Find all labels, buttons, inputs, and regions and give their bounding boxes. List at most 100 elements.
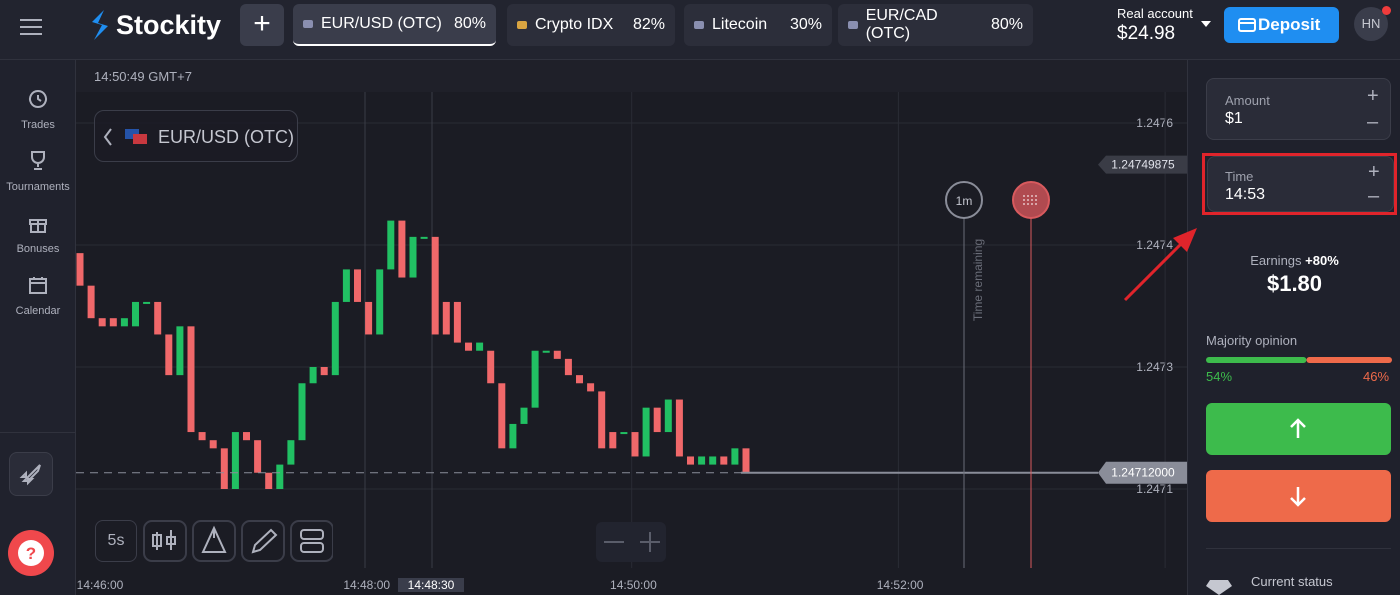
- notification-dot: [1382, 6, 1391, 15]
- candle: [609, 432, 617, 449]
- time-remaining: Time remaining: [971, 239, 985, 321]
- top-bar: Stockity + EUR/USD (OTC) 80% Crypto IDX 82%…: [0, 0, 1400, 60]
- draw-tool[interactable]: [192, 520, 236, 562]
- candle: [376, 269, 384, 335]
- candle: [553, 350, 561, 359]
- tab[interactable]: EUR/USD (OTC) 80%: [293, 4, 496, 46]
- sidebar-item[interactable]: Bonuses: [16, 243, 60, 255]
- chart: 14:50:49 GMT+7 1.2476 1.2474 1.2473 1.2471 1…: [76, 60, 1187, 595]
- candle: [420, 236, 428, 239]
- down-arrow: [1290, 487, 1306, 507]
- earnings-label: Earnings: [1250, 253, 1302, 268]
- candle: [154, 301, 162, 335]
- help-button[interactable]: ?: [8, 530, 54, 576]
- time-minus[interactable]: –: [1368, 185, 1380, 207]
- layout-tool[interactable]: [290, 520, 333, 562]
- candle: [198, 432, 206, 441]
- timeframe-button[interactable]: 5s: [95, 520, 137, 562]
- tab-label: EUR/USD (OTC): [321, 15, 442, 32]
- candle-tool[interactable]: [143, 520, 187, 562]
- candle: [542, 350, 550, 353]
- tab-payout: 80%: [990, 16, 1023, 33]
- marker-label: 1.24749875: [1111, 158, 1175, 172]
- tab[interactable]: EUR/CAD (OTC) 80%: [838, 4, 1033, 46]
- deposit-label: Deposit: [1258, 15, 1321, 34]
- candle: [587, 383, 595, 392]
- amount-box[interactable]: Amount $1 + –: [1206, 78, 1391, 140]
- y-tick-label: 1.2471: [1136, 482, 1173, 496]
- asset-name: EUR/USD (OTC): [158, 127, 294, 147]
- candle: [476, 342, 484, 351]
- help-icon: ?: [18, 540, 44, 566]
- y-tick-label: 1.2473: [1136, 360, 1173, 374]
- tab[interactable]: Crypto IDX 82%: [507, 4, 675, 46]
- deposit-button[interactable]: Deposit: [1224, 7, 1339, 43]
- time-plus[interactable]: +: [1368, 161, 1380, 183]
- majority-down: 46%: [1363, 369, 1390, 384]
- rocket-icon: [19, 464, 41, 486]
- balance: $24.98: [1117, 23, 1176, 44]
- majority-up: 54%: [1206, 369, 1233, 384]
- majority-up-bar: [1206, 357, 1307, 363]
- sidebar-item[interactable]: Tournaments: [6, 181, 70, 193]
- candle: [465, 342, 472, 351]
- candle: [220, 448, 228, 489]
- candle: [387, 220, 395, 270]
- candle: [664, 399, 672, 433]
- candle: [254, 440, 262, 473]
- tab-label: Litecoin: [712, 16, 768, 33]
- candle: [98, 318, 106, 327]
- amount-plus[interactable]: +: [1367, 85, 1379, 107]
- sidebar-icon: [29, 277, 47, 294]
- timer-circle: [945, 181, 983, 219]
- menu-icon[interactable]: [20, 18, 42, 36]
- candle: [76, 253, 84, 286]
- candle: [631, 432, 639, 457]
- time-value: 14:53: [1225, 186, 1266, 203]
- divider: [1206, 548, 1391, 549]
- add-tab[interactable]: +: [240, 4, 284, 46]
- candle: [498, 383, 506, 449]
- candle: [564, 358, 572, 376]
- x-tick-label: 14:50:00: [610, 578, 657, 592]
- candle: [731, 448, 739, 465]
- rocket-button[interactable]: [9, 452, 53, 496]
- sidebar: Trades Tournaments Bonuses Calendar ?: [0, 60, 76, 595]
- sidebar-icon: [29, 90, 47, 108]
- highlight-box: [1202, 153, 1397, 215]
- up-button[interactable]: [1206, 403, 1391, 455]
- candle: [653, 407, 661, 433]
- candle: [187, 326, 195, 433]
- amount-minus[interactable]: –: [1367, 111, 1379, 133]
- cursor-time-bg: [398, 578, 464, 592]
- divider: [0, 432, 76, 433]
- sidebar-item[interactable]: Calendar: [15, 305, 61, 317]
- candle: [487, 350, 495, 384]
- candle: [520, 407, 528, 424]
- icon-path: [29, 277, 47, 294]
- sidebar-item[interactable]: Trades: [21, 119, 55, 131]
- price-tag-label: 1.24712000: [1111, 466, 1175, 480]
- majority-label: Majority opinion: [1206, 333, 1298, 348]
- account-label[interactable]: Real account: [1117, 6, 1193, 21]
- zoom-icons[interactable]: [604, 532, 660, 552]
- majority-down-bar: [1306, 357, 1392, 363]
- timer-label: 1m: [956, 194, 973, 208]
- tab-payout: 82%: [632, 16, 665, 33]
- down-button[interactable]: [1206, 470, 1391, 522]
- account-caret[interactable]: [1200, 20, 1212, 28]
- deposit-icon: [1238, 18, 1256, 32]
- chart-tools: [143, 520, 333, 562]
- tab[interactable]: Litecoin 30%: [684, 4, 832, 46]
- candle: [231, 432, 239, 489]
- candle: [442, 301, 450, 335]
- pen-tool[interactable]: [241, 520, 285, 562]
- candle: [120, 318, 128, 327]
- earnings-row: Earnings +80%: [1188, 253, 1400, 268]
- earnings-value: $1.80: [1266, 271, 1323, 296]
- time-box[interactable]: Time 14:53 + –: [1207, 156, 1394, 212]
- brand-logo: [92, 10, 108, 40]
- candle: [709, 456, 717, 465]
- asset-selector[interactable]: EUR/USD (OTC): [94, 110, 298, 162]
